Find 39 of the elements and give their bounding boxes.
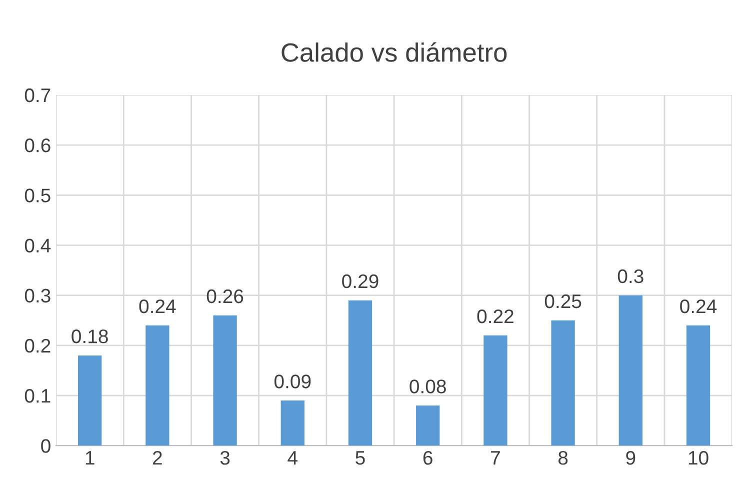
data-label: 0.29 (342, 274, 378, 288)
bar (348, 300, 372, 446)
data-label: 0.26 (206, 289, 244, 304)
y-tick-label: 0.6 (24, 138, 50, 152)
x-tick-label: 9 (626, 450, 636, 465)
x-tick-label: 5 (356, 451, 365, 465)
bar (78, 355, 102, 446)
bar (551, 320, 575, 446)
x-tick-label: 8 (558, 450, 568, 465)
y-tick-label: 0.2 (24, 338, 50, 353)
bar (618, 295, 642, 446)
bar (416, 406, 440, 446)
bar (686, 325, 710, 446)
bar (484, 335, 508, 446)
data-label: 0.24 (680, 299, 717, 314)
x-tick-label: 3 (220, 450, 230, 465)
y-tick-label: 0 (41, 439, 50, 453)
y-tick-label: 0.3 (24, 288, 50, 303)
bar (146, 325, 170, 446)
x-tick-label: 2 (153, 450, 162, 465)
data-label: 0.25 (544, 294, 582, 308)
data-label: 0.09 (274, 374, 311, 388)
y-tick-label: 0.1 (24, 388, 50, 403)
x-tick-label: 4 (288, 451, 298, 465)
x-tick-label: 1 (86, 451, 94, 465)
bar (213, 315, 237, 446)
y-tick-label: 0.4 (24, 238, 51, 252)
data-label: 0.24 (139, 299, 176, 314)
data-label: 0.18 (72, 329, 108, 344)
x-tick-label: 6 (423, 450, 432, 465)
data-label: 0.08 (410, 380, 446, 394)
chart-title: Calado vs diámetro (282, 42, 507, 62)
data-label: 0.22 (477, 309, 514, 324)
bar (280, 400, 304, 446)
x-tick-label: 7 (491, 451, 500, 465)
y-tick-label: 0.7 (24, 88, 50, 102)
data-label: 0.3 (618, 269, 644, 284)
y-tick-label: 0.5 (24, 188, 50, 202)
x-tick-label: 10 (688, 450, 708, 465)
